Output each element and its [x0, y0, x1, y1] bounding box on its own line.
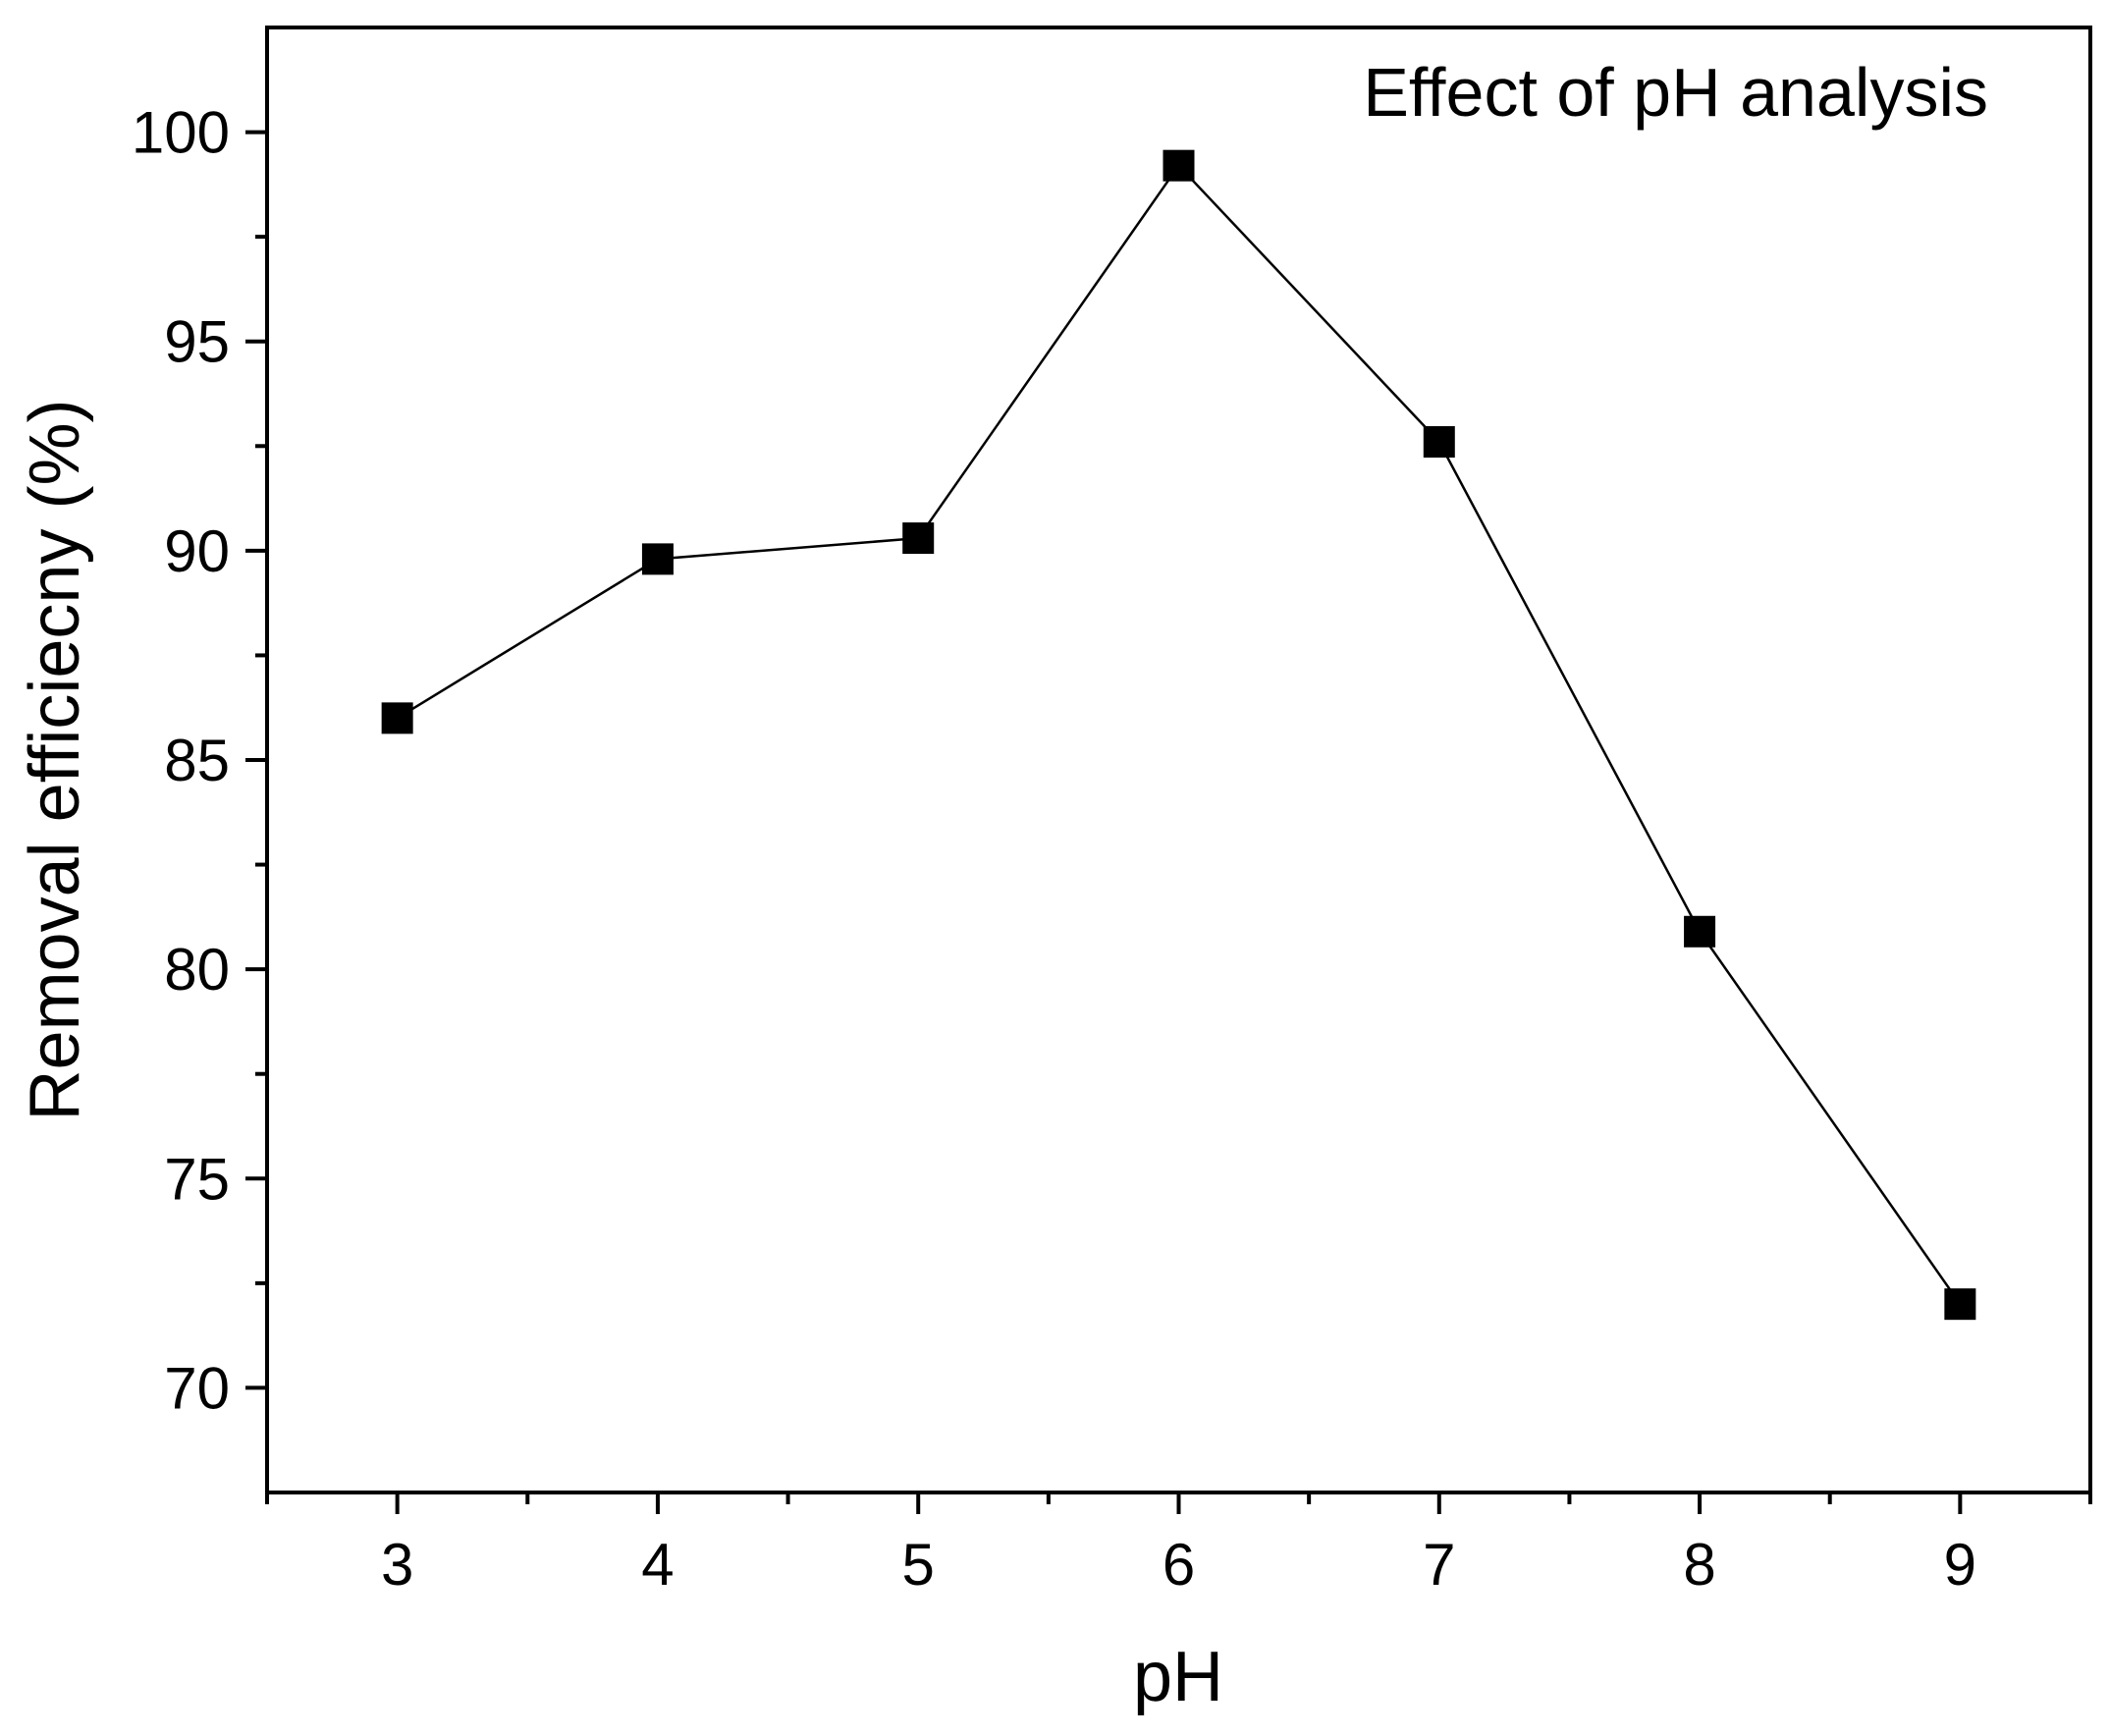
- plot-frame: [265, 26, 2092, 1494]
- x-tick-label: 5: [902, 1532, 935, 1598]
- markers-layer: [381, 149, 1976, 1321]
- y-tick-label: 70: [164, 1355, 230, 1421]
- data-point-marker: [1944, 1288, 1976, 1321]
- data-point-marker: [1684, 915, 1716, 948]
- x-tick-label: 6: [1163, 1532, 1195, 1598]
- x-tick-label: 8: [1683, 1532, 1715, 1598]
- y-axis-title: Removal efficiecny (%): [16, 400, 94, 1121]
- y-tick-label: 95: [164, 309, 230, 375]
- data-point-marker: [902, 522, 935, 555]
- y-tick-label: 100: [132, 100, 230, 166]
- x-tick-label: 7: [1423, 1532, 1455, 1598]
- data-point-marker: [641, 543, 674, 575]
- x-tick-label: 3: [381, 1532, 413, 1598]
- series-line: [396, 163, 1962, 1305]
- x-tick-label: 4: [641, 1532, 674, 1598]
- x-tick-label: 9: [1944, 1532, 1976, 1598]
- y-tick-label: 85: [164, 728, 230, 793]
- data-point-marker: [1163, 149, 1195, 182]
- y-tick-label: 90: [164, 518, 230, 584]
- x-axis-title: pH: [1133, 1638, 1223, 1716]
- y-tick-label: 80: [164, 937, 230, 1003]
- data-point-marker: [381, 702, 413, 734]
- chart-title: Effect of pH analysis: [1363, 54, 1988, 131]
- tick-labels-layer: 3 4 5 6 7 8 9 70 75 80 85 90 95 100: [132, 100, 1976, 1598]
- ticks-layer: [245, 130, 2092, 1514]
- y-tick-label: 75: [164, 1146, 230, 1212]
- data-point-marker: [1423, 426, 1455, 459]
